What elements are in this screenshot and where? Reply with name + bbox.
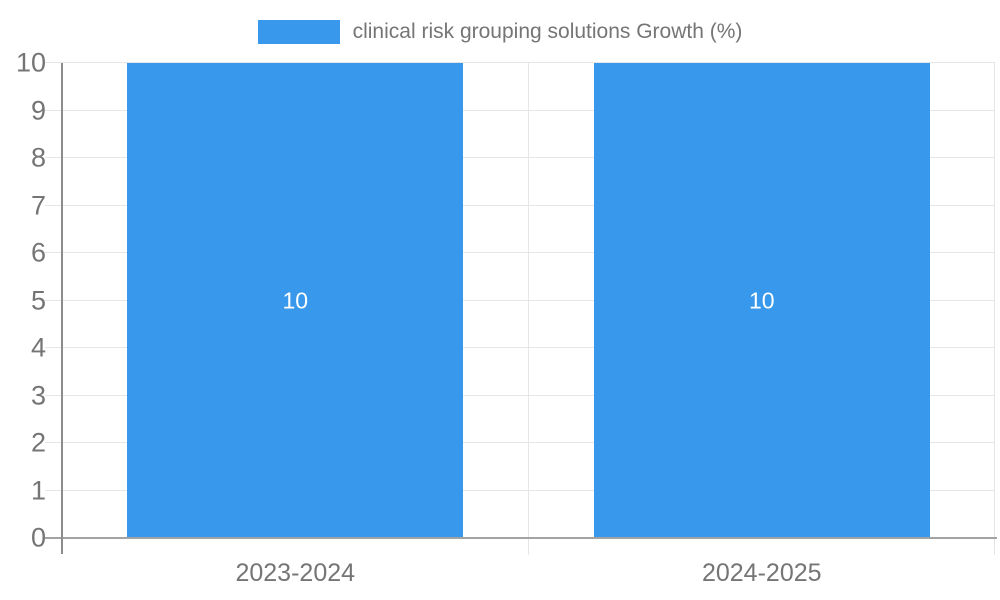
legend-swatch [257, 20, 340, 44]
gridline [45, 489, 995, 491]
gridline [45, 442, 995, 443]
gridline [45, 347, 995, 348]
y-tick-label: 2 [30, 427, 46, 458]
y-tick-label: 6 [30, 237, 46, 268]
y-tick-label: 4 [30, 332, 46, 363]
chart-legend[interactable]: clinical risk grouping solutions Growth … [0, 20, 1000, 44]
gridline [45, 204, 995, 206]
y-tick-label: 8 [30, 142, 46, 173]
y-tick-label: 9 [30, 95, 46, 125]
gridline [45, 109, 995, 111]
gridline [45, 252, 995, 253]
y-tick-label: 5 [30, 285, 46, 315]
legend-label: clinical risk grouping solutions Growth … [352, 20, 743, 43]
y-tick-label: 7 [30, 190, 46, 220]
bar[interactable]: 10 [127, 63, 464, 538]
y-tick-label: 10 [15, 47, 46, 78]
x-tick-label: 2023-2024 [235, 559, 356, 587]
x-tick-label: 2024-2025 [701, 559, 822, 587]
y-tick-label: 3 [30, 380, 46, 410]
category-boundary-line [527, 63, 529, 555]
y-tick-label: 1 [30, 475, 46, 505]
plot-area: 0 1 2 3 4 5 6 7 8 9 10 10 2023-2024 10 2024-2025 [16, 49, 997, 587]
gridline [45, 62, 995, 63]
y-axis-line [61, 63, 63, 554]
gridline [45, 299, 995, 301]
bar[interactable]: 10 [593, 63, 930, 538]
gridline [45, 157, 995, 158]
y-tick-label: 0 [30, 522, 46, 553]
bar-value-label: 10 [748, 287, 775, 313]
category-boundary-line [994, 63, 995, 555]
bar-value-label: 10 [282, 287, 309, 313]
gridline [45, 394, 995, 396]
x-axis-line [45, 537, 997, 539]
